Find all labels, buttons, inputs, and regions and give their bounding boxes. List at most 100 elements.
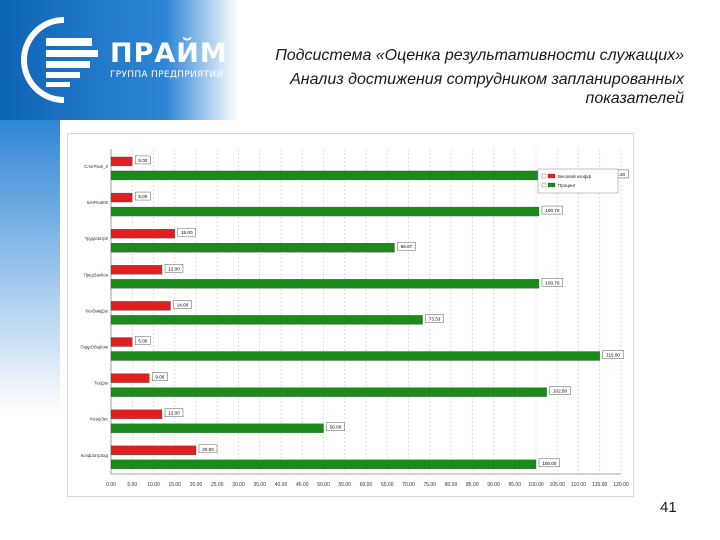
company-logo: ПРАЙМ ГРУППА ПРЕДПРИЯТИЙ <box>18 12 228 108</box>
bar <box>110 243 395 253</box>
x-tick-label: 120.00 <box>613 482 629 488</box>
x-tick-label: 20.00 <box>190 482 203 488</box>
category-label: ТрудоЗатр0 <box>85 236 109 241</box>
category-label: ПодрОбщКом <box>81 345 109 350</box>
data-label: 20.00 <box>202 447 214 452</box>
data-label-box <box>602 350 624 359</box>
data-label-box <box>541 205 563 215</box>
data-label-box <box>538 458 560 468</box>
x-tick-label: 5.00 <box>127 482 137 488</box>
side-blue-gradient <box>0 120 60 540</box>
data-label: 5.00 <box>138 194 147 199</box>
bar <box>110 192 133 203</box>
chart-frame: 0.00 5.00 10.00 15.00 20.00 25.00 30.00 35.00 40… <box>67 133 634 497</box>
legend-label: Процент <box>558 183 576 188</box>
bar <box>110 170 606 181</box>
legend-box <box>537 168 619 194</box>
data-label: 50.00 <box>330 425 342 430</box>
data-label-box <box>549 386 571 395</box>
logo-subtitle: ГРУППА ПРЕДПРИЯТИЙ <box>110 70 224 80</box>
legend-checkbox <box>541 182 547 188</box>
data-label-box <box>541 278 563 287</box>
data-label: 115.00 <box>606 353 620 358</box>
data-label-box <box>135 155 151 165</box>
data-label: 12.00 <box>168 266 180 271</box>
data-label-box <box>164 408 184 417</box>
data-label: 100.70 <box>545 280 559 285</box>
bar <box>110 229 175 239</box>
data-label: 66.67 <box>401 244 413 249</box>
x-tick-label: 70.00 <box>402 482 415 488</box>
x-tick-label: 95.00 <box>508 482 521 488</box>
slide-title: Подсистема «Оценка результативности служ… <box>275 47 684 64</box>
bar-chart: 0.00 5.00 10.00 15.00 20.00 25.00 30.00 35.00 40… <box>81 149 629 488</box>
bar <box>110 373 150 383</box>
x-tick-label: 10.00 <box>147 482 160 488</box>
bar <box>110 156 133 167</box>
x-tick-label: 100.00 <box>528 482 544 488</box>
data-label-box <box>177 227 196 237</box>
x-tick-label: 35.00 <box>253 482 266 488</box>
data-label: 14.00 <box>177 302 189 307</box>
data-label-box <box>152 372 168 381</box>
category-label: ТехДок <box>94 381 108 386</box>
data-label-box <box>164 264 184 273</box>
data-label-box <box>135 191 151 201</box>
data-label: 12.00 <box>168 411 180 416</box>
bar <box>110 265 163 275</box>
x-tick-label: 105.00 <box>550 482 566 488</box>
category-label: КачРез000 <box>87 200 109 205</box>
data-label: 9.00 <box>155 375 164 380</box>
legend-swatch <box>547 182 556 188</box>
category-label: КоэфЗатрЗад <box>81 453 109 458</box>
data-label-box <box>135 336 151 345</box>
x-tick-label: 75.00 <box>423 482 436 488</box>
data-label-box <box>425 314 444 323</box>
header-blue-band <box>0 0 238 120</box>
bar <box>110 409 163 419</box>
data-label: 100.70 <box>545 208 559 213</box>
legend-checkbox <box>541 173 547 179</box>
legend-swatch <box>547 173 556 179</box>
bar <box>110 279 540 289</box>
x-tick-label: 90.00 <box>487 482 500 488</box>
category-label: СлогРаз0_0 <box>84 164 108 169</box>
data-label: 5.00 <box>138 158 147 163</box>
bar <box>110 387 547 397</box>
logo-name: ПРАЙМ <box>110 38 228 69</box>
bar <box>110 459 537 469</box>
x-tick-label: 45.00 <box>296 482 309 488</box>
x-tick-label: 0.00 <box>106 482 116 488</box>
page-number: 41 <box>660 499 677 516</box>
data-label: 15.00 <box>181 230 193 235</box>
bar <box>110 351 600 361</box>
data-label: 73.33 <box>429 316 441 321</box>
slide-subtitle: Анализ достижения сотрудником запланиров… <box>290 71 684 107</box>
data-label-box <box>397 241 416 251</box>
data-label: 102.50 <box>553 389 567 394</box>
data-label: 100.00 <box>542 461 556 466</box>
category-label: КолЗамДок <box>86 308 109 313</box>
data-label-box <box>173 300 192 309</box>
bar <box>110 301 171 311</box>
x-tick-label: 30.00 <box>232 482 245 488</box>
bar <box>110 445 197 455</box>
data-label: 116.20 <box>611 172 625 177</box>
bar <box>110 315 423 325</box>
data-label-box <box>198 444 218 454</box>
x-tick-label: 15.00 <box>168 482 181 488</box>
bar <box>110 423 324 433</box>
data-label: 5.00 <box>138 339 147 344</box>
bar <box>110 337 133 347</box>
x-tick-label: 60.00 <box>360 482 373 488</box>
x-tick-label: 55.00 <box>338 482 351 488</box>
x-tick-label: 40.00 <box>275 482 288 488</box>
x-tick-label: 25.00 <box>211 482 224 488</box>
x-tick-label: 115.00 <box>592 482 607 488</box>
x-tick-label: 80.00 <box>445 482 458 488</box>
bar <box>110 206 540 217</box>
category-label: КоэфЭкс <box>90 417 109 422</box>
category-label: ПредЗакКон <box>84 272 109 277</box>
x-tick-label: 85.00 <box>466 482 479 488</box>
x-tick-label: 50.00 <box>317 482 330 488</box>
